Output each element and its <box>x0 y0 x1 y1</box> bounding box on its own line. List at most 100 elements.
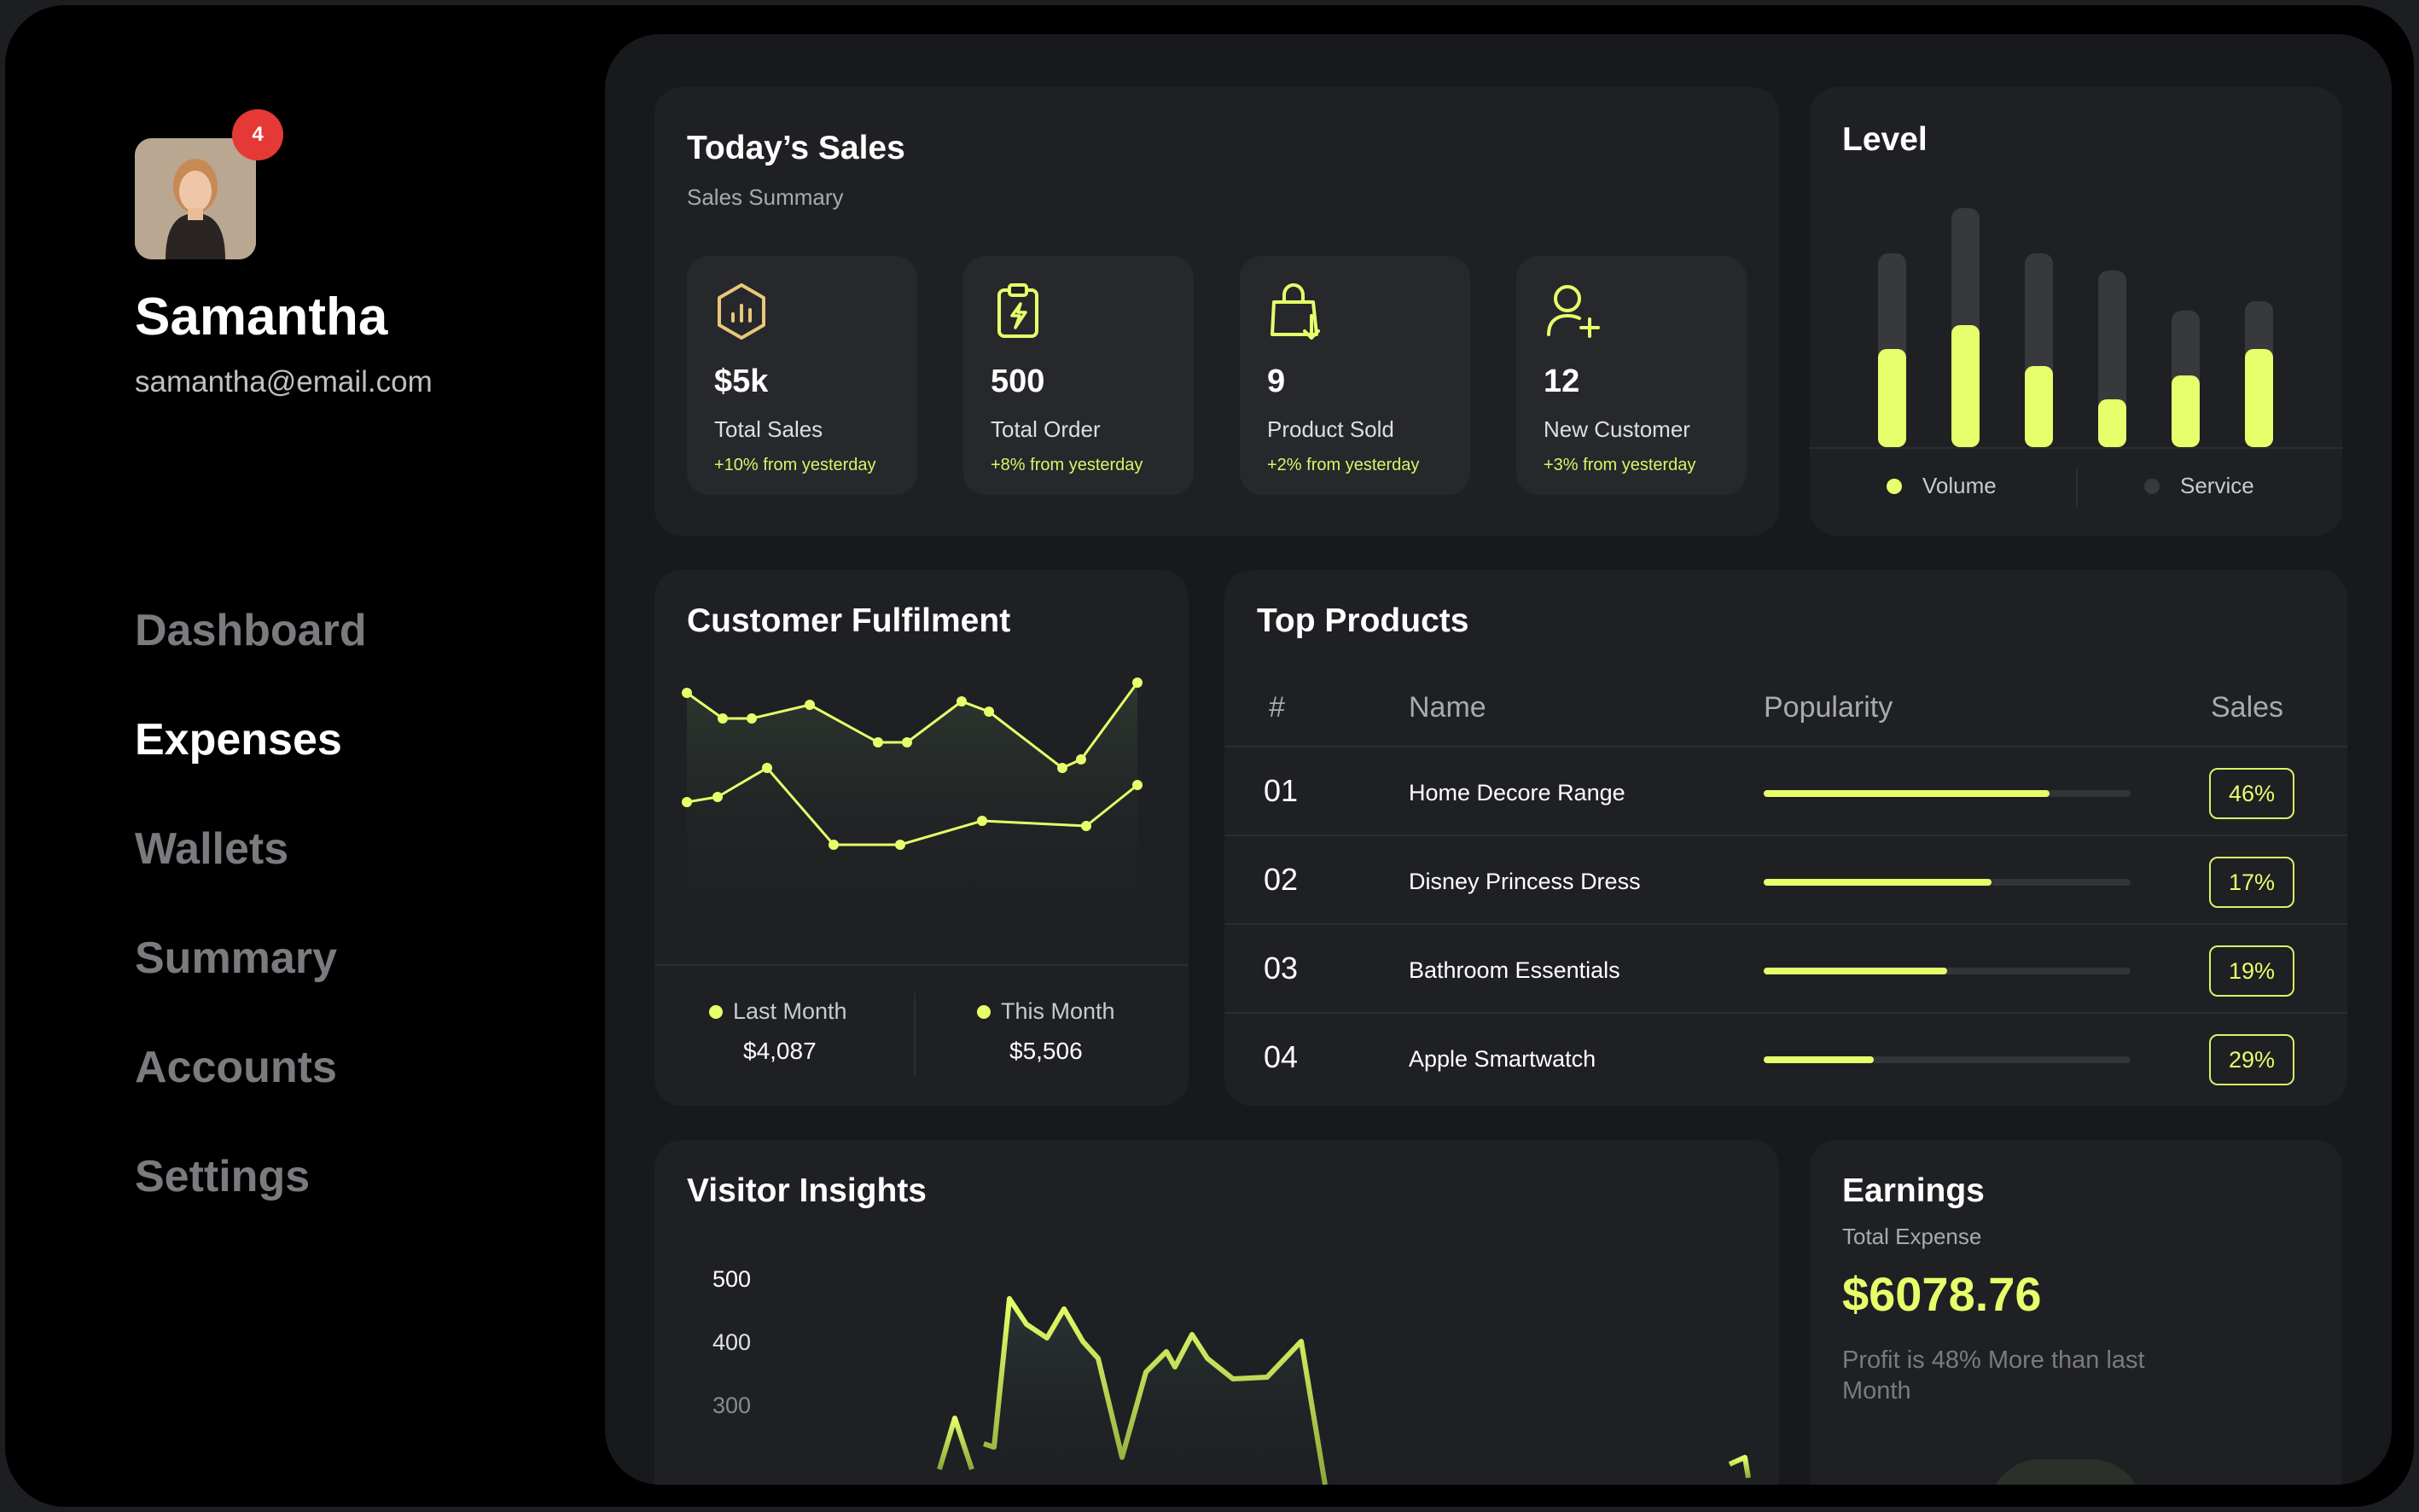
legend-dot <box>1887 478 1902 494</box>
legend-label: Service <box>2180 473 2254 498</box>
stat-label: Total Sales <box>714 416 823 442</box>
row-number: 02 <box>1264 862 1299 897</box>
popularity-fill <box>1764 790 2050 797</box>
fulfilment-title: Customer Fulfilment <box>687 602 1011 639</box>
level-bar[interactable] <box>1878 253 1906 447</box>
gauge-arc <box>1989 1459 2143 1485</box>
stat-label: Total Order <box>991 416 1101 442</box>
todays-sales-card: Today’s Sales Sales Summary $5k Total Sa… <box>654 87 1779 536</box>
level-bar[interactable] <box>1951 208 1980 447</box>
table-row[interactable]: 01 Home Decore Range 46% <box>1224 746 2347 835</box>
table-row[interactable]: 04 Apple Smartwatch 29% <box>1224 1012 2347 1101</box>
level-bar[interactable] <box>2172 311 2200 447</box>
popularity-fill <box>1764 879 1992 886</box>
nav-item-summary[interactable]: Summary <box>135 933 337 983</box>
divider <box>2076 468 2078 507</box>
sales-badge: 17% <box>2209 857 2294 908</box>
legend-service: Service <box>2144 473 2254 499</box>
level-bar[interactable] <box>2245 301 2273 447</box>
product-name: Apple Smartwatch <box>1409 1046 1596 1072</box>
popularity-bar <box>1764 790 2131 797</box>
legend-last-month: Last Month <box>709 998 847 1025</box>
visitor-insights-card: Visitor Insights 500 400 300 <box>654 1140 1779 1485</box>
top-products-card: Top Products # Name Popularity Sales 01 … <box>1224 570 2347 1106</box>
level-bar[interactable] <box>2025 253 2053 447</box>
divider <box>1810 447 2342 449</box>
stat-total-order[interactable]: 500 Total Order +8% from yesterday <box>963 256 1194 495</box>
stat-product-sold[interactable]: 9 Product Sold +2% from yesterday <box>1240 256 1470 495</box>
nav-item-settings[interactable]: Settings <box>135 1152 311 1201</box>
visitor-insights-title: Visitor Insights <box>687 1172 927 1209</box>
y-axis-tick: 500 <box>712 1266 752 1292</box>
table-row[interactable]: 02 Disney Princess Dress 17% <box>1224 835 2347 923</box>
y-axis-tick: 300 <box>712 1393 752 1418</box>
level-bar[interactable] <box>2098 270 2126 447</box>
product-name: Home Decore Range <box>1409 780 1625 805</box>
popularity-bar <box>1764 968 2131 974</box>
level-bar-volume <box>2245 349 2273 447</box>
fulfilment-line-chart <box>682 677 1143 928</box>
table-row[interactable]: 03 Bathroom Essentials 19% <box>1224 923 2347 1012</box>
sales-badge: 19% <box>2209 945 2294 997</box>
stat-change: +8% from yesterday <box>991 456 1143 474</box>
nav-item-expenses[interactable]: Expenses <box>135 715 342 765</box>
column-header-sales: Sales <box>2211 691 2284 724</box>
user-email: samantha@email.com <box>135 365 433 398</box>
level-bar-volume <box>2098 399 2126 447</box>
device-frame: 4 Samantha samantha@email.com Dashboard … <box>5 5 2414 1507</box>
y-axis-tick: 400 <box>712 1329 752 1355</box>
sidebar-nav: Dashboard Expenses Wallets Summary Accou… <box>135 602 367 1258</box>
earnings-note: Profit is 48% More than last Month <box>1842 1346 2145 1404</box>
divider <box>914 993 916 1077</box>
stat-value: 9 <box>1267 363 1286 399</box>
row-number: 04 <box>1264 1039 1299 1074</box>
top-products-title: Top Products <box>1257 602 1469 639</box>
earnings-value: $6078.76 <box>1842 1267 2042 1321</box>
nav-item-wallets[interactable]: Wallets <box>135 824 289 874</box>
main-panel: Today’s Sales Sales Summary $5k Total Sa… <box>605 34 2392 1485</box>
stat-change: +10% from yesterday <box>714 456 876 474</box>
legend-label: Volume <box>1922 473 1997 498</box>
level-bar-volume <box>2025 366 2053 447</box>
row-number: 03 <box>1264 951 1299 986</box>
stat-change: +2% from yesterday <box>1267 456 1420 474</box>
sales-badge: 29% <box>2209 1034 2294 1085</box>
level-card: Level Volume Service <box>1810 87 2342 536</box>
product-name: Bathroom Essentials <box>1409 957 1620 983</box>
divider <box>654 964 1189 966</box>
legend-this-month: This Month <box>977 998 1115 1025</box>
user-name: Samantha <box>135 288 388 346</box>
stat-change: +3% from yesterday <box>1544 456 1696 474</box>
stat-label: New Customer <box>1544 416 1690 442</box>
popularity-fill <box>1764 968 1947 974</box>
visitor-insights-chart <box>937 1296 1751 1485</box>
product-name: Disney Princess Dress <box>1409 869 1641 894</box>
nav-item-accounts[interactable]: Accounts <box>135 1043 337 1092</box>
stat-value: 500 <box>991 363 1045 399</box>
avatar[interactable] <box>135 138 256 259</box>
stat-total-sales[interactable]: $5k Total Sales +10% from yesterday <box>687 256 917 495</box>
column-header-name: Name <box>1409 691 1486 724</box>
user-plus-icon <box>1547 285 1600 338</box>
chart-hexagon-icon <box>718 283 765 340</box>
nav-item-dashboard[interactable]: Dashboard <box>135 606 367 655</box>
popularity-fill <box>1764 1056 1874 1063</box>
sales-badge: 46% <box>2209 768 2294 819</box>
last-month-value: $4,087 <box>743 1038 817 1064</box>
level-bar-volume <box>1878 349 1906 447</box>
legend-dot <box>977 1004 991 1019</box>
avatar-wrapper[interactable]: 4 <box>135 109 283 259</box>
level-bar-volume <box>2172 375 2200 447</box>
legend-label: This Month <box>1001 998 1115 1024</box>
popularity-bar <box>1764 879 2131 886</box>
level-title: Level <box>1842 121 1928 158</box>
column-header-popularity: Popularity <box>1764 691 1893 724</box>
row-number: 01 <box>1264 773 1299 808</box>
stat-new-customer[interactable]: 12 New Customer +3% from yesterday <box>1516 256 1747 495</box>
stat-label: Product Sold <box>1267 416 1394 442</box>
earnings-subtitle: Total Expense <box>1842 1224 1982 1249</box>
todays-sales-subtitle: Sales Summary <box>687 184 844 210</box>
column-header-number: # <box>1269 691 1285 724</box>
earnings-card: Earnings Total Expense $6078.76 Profit i… <box>1810 1140 2342 1485</box>
shopping-bag-icon <box>1271 282 1320 340</box>
